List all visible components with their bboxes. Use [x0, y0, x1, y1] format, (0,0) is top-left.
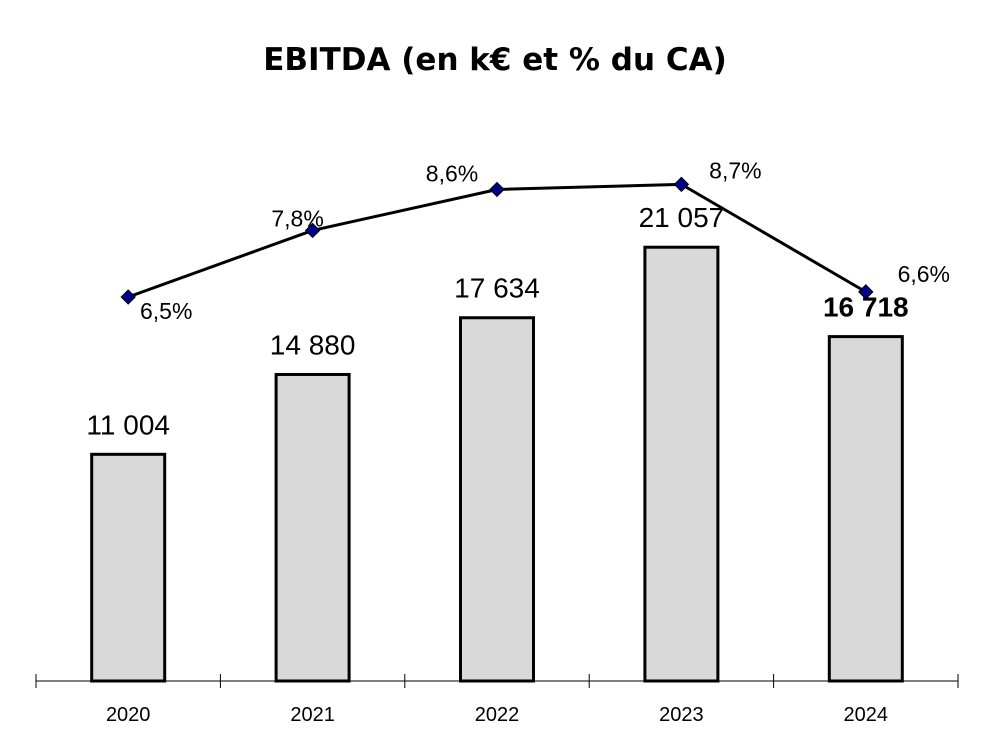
bar-value-label: 11 004 — [86, 409, 170, 440]
margin-value-label: 8,6% — [426, 160, 478, 186]
bar-2023 — [643, 245, 720, 683]
margin-marker — [489, 181, 505, 198]
margin-value-label: 6,5% — [140, 298, 192, 324]
bar-2022 — [459, 316, 535, 683]
x-tick-label: 2020 — [106, 704, 151, 726]
x-tick-label: 2022 — [475, 704, 520, 726]
margin-value-label: 8,7% — [709, 157, 761, 183]
chart-title: EBITDA (en k€ et % du CA) — [263, 42, 727, 78]
bar-2020 — [90, 452, 167, 683]
x-tick-label: 2023 — [659, 704, 704, 726]
bar-value-label: 14 880 — [270, 329, 356, 360]
x-tick-label: 2021 — [290, 704, 335, 726]
bar-2024 — [827, 335, 904, 683]
margin-value-label: 7,8% — [271, 205, 323, 231]
margin-marker — [673, 176, 690, 193]
margin-marker — [120, 289, 136, 305]
margin-marker — [858, 284, 874, 300]
margin-marker — [304, 222, 321, 239]
bar-2021 — [274, 372, 351, 683]
margin-value-label: 6,6% — [898, 261, 950, 287]
bar-value-label: 21 057 — [639, 202, 725, 233]
x-tick-label: 2024 — [844, 704, 889, 726]
bar-value-label: 17 634 — [454, 273, 540, 304]
